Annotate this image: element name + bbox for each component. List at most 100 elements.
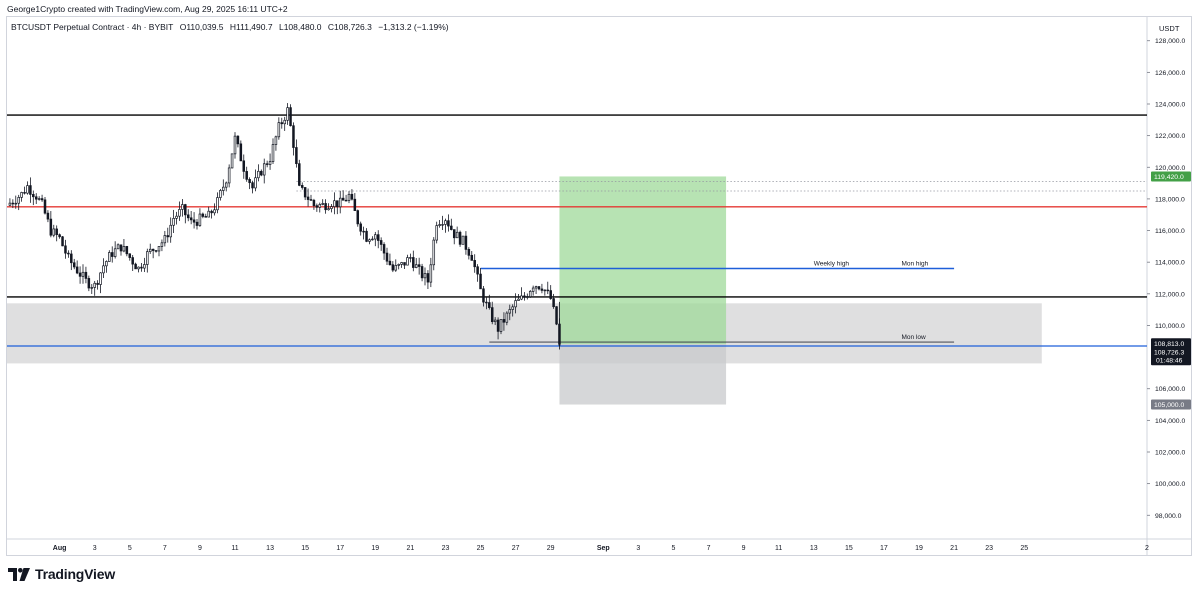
candle-body bbox=[324, 203, 327, 211]
candle-body bbox=[543, 289, 547, 292]
candle-body bbox=[330, 206, 333, 209]
chart-frame bbox=[6, 16, 1192, 556]
time-tick-label: 19 bbox=[915, 545, 923, 552]
candle-body bbox=[271, 144, 275, 162]
candle-body bbox=[309, 199, 313, 201]
candle-body bbox=[555, 306, 558, 325]
candle-body bbox=[113, 248, 117, 257]
candle-body bbox=[23, 192, 26, 194]
candle-body bbox=[166, 235, 170, 238]
time-tick-label: 19 bbox=[371, 545, 379, 552]
time-tick-label: 25 bbox=[477, 545, 485, 552]
candle-body bbox=[362, 230, 365, 233]
candle-body bbox=[134, 263, 137, 270]
candle-body bbox=[391, 264, 395, 271]
candle-body bbox=[420, 266, 424, 279]
time-tick-label: 15 bbox=[301, 545, 309, 552]
candle-body bbox=[248, 178, 251, 184]
countdown-tag: 01:48:46 bbox=[1156, 358, 1183, 365]
price-tick-label: 124,000.0 bbox=[1155, 102, 1185, 109]
tradingview-logo-icon bbox=[8, 567, 30, 581]
candle-body bbox=[496, 319, 500, 332]
candle-body bbox=[526, 296, 529, 298]
candle-body bbox=[70, 253, 73, 264]
candle-body bbox=[207, 210, 210, 218]
mon-low-label: Mon low bbox=[901, 334, 926, 341]
candle-body bbox=[222, 186, 225, 191]
candle-body bbox=[46, 212, 50, 220]
candle-body bbox=[336, 200, 339, 208]
candle-body bbox=[493, 319, 497, 323]
candle-body bbox=[280, 122, 284, 125]
candle-body bbox=[102, 265, 105, 274]
candle-body bbox=[17, 197, 20, 204]
candle-body bbox=[546, 289, 550, 292]
candle-body bbox=[403, 262, 406, 266]
candle-body bbox=[154, 250, 158, 252]
candle-body bbox=[467, 249, 471, 256]
candle-body bbox=[198, 213, 202, 226]
candle-body bbox=[531, 287, 535, 292]
candle-body bbox=[488, 302, 491, 308]
candle-body bbox=[552, 298, 555, 308]
candle-body bbox=[441, 224, 444, 226]
price-tick-label: 122,000.0 bbox=[1155, 133, 1185, 140]
candle-body bbox=[119, 244, 123, 252]
candle-body bbox=[414, 264, 418, 268]
candles-group bbox=[8, 103, 561, 350]
time-tick-label: 13 bbox=[810, 545, 818, 552]
candle-body bbox=[464, 235, 468, 250]
price-tick-label: 106,000.0 bbox=[1155, 386, 1185, 393]
candle-body bbox=[189, 217, 193, 221]
candle-body bbox=[204, 216, 208, 218]
candle-body bbox=[344, 199, 348, 202]
candle-body bbox=[447, 220, 450, 227]
candle-body bbox=[359, 223, 362, 232]
time-tick-label: 3 bbox=[93, 545, 97, 552]
candle-body bbox=[201, 213, 205, 217]
candle-body bbox=[61, 236, 64, 247]
candle-body bbox=[137, 266, 140, 270]
time-tick-label: 23 bbox=[985, 545, 993, 552]
candle-body bbox=[184, 204, 187, 216]
candle-body bbox=[99, 272, 102, 285]
candle-body bbox=[43, 199, 47, 214]
candle-body bbox=[40, 198, 44, 201]
time-tick-label: 7 bbox=[163, 545, 167, 552]
candle-body bbox=[105, 261, 108, 267]
candle-body bbox=[520, 295, 523, 300]
candle-body bbox=[306, 196, 310, 200]
candle-body bbox=[452, 229, 456, 239]
mon-high-label: Mon high bbox=[901, 261, 928, 268]
time-tick-label: 27 bbox=[512, 545, 520, 552]
candle-body bbox=[318, 204, 322, 208]
time-tick-label: 23 bbox=[442, 545, 450, 552]
time-tick-label: 13 bbox=[266, 545, 274, 552]
candle-body bbox=[169, 224, 172, 238]
symbol-name[interactable]: BTCUSDT Perpetual Contract · 4h · BYBIT bbox=[11, 22, 174, 32]
candle-body bbox=[81, 271, 85, 277]
time-tick-label: 25 bbox=[1020, 545, 1028, 552]
candle-body bbox=[298, 163, 301, 186]
candle-body bbox=[540, 288, 544, 291]
price-chart[interactable]: Weekly high Mon high Mon low USDT 128,000.0 1… bbox=[7, 17, 1191, 555]
candle-body bbox=[277, 122, 281, 138]
candle-body bbox=[303, 187, 307, 198]
candle-body bbox=[26, 185, 29, 194]
candle-body bbox=[245, 171, 248, 180]
candle-body bbox=[219, 190, 222, 198]
candle-body bbox=[523, 295, 526, 298]
time-tick-label: 5 bbox=[672, 545, 676, 552]
candle-body bbox=[490, 307, 494, 323]
price-tick-label: 100,000.0 bbox=[1155, 481, 1185, 488]
candle-body bbox=[438, 224, 441, 226]
candle-body bbox=[350, 193, 354, 200]
time-tick-label: Sep bbox=[597, 545, 610, 552]
candle-body bbox=[528, 291, 532, 298]
candle-body bbox=[338, 197, 342, 208]
candle-body bbox=[537, 286, 541, 290]
tradingview-logo[interactable]: TradingView bbox=[8, 566, 115, 582]
candle-body bbox=[151, 248, 155, 251]
candle-body bbox=[96, 282, 99, 285]
weekly-high-label: Weekly high bbox=[814, 261, 850, 268]
